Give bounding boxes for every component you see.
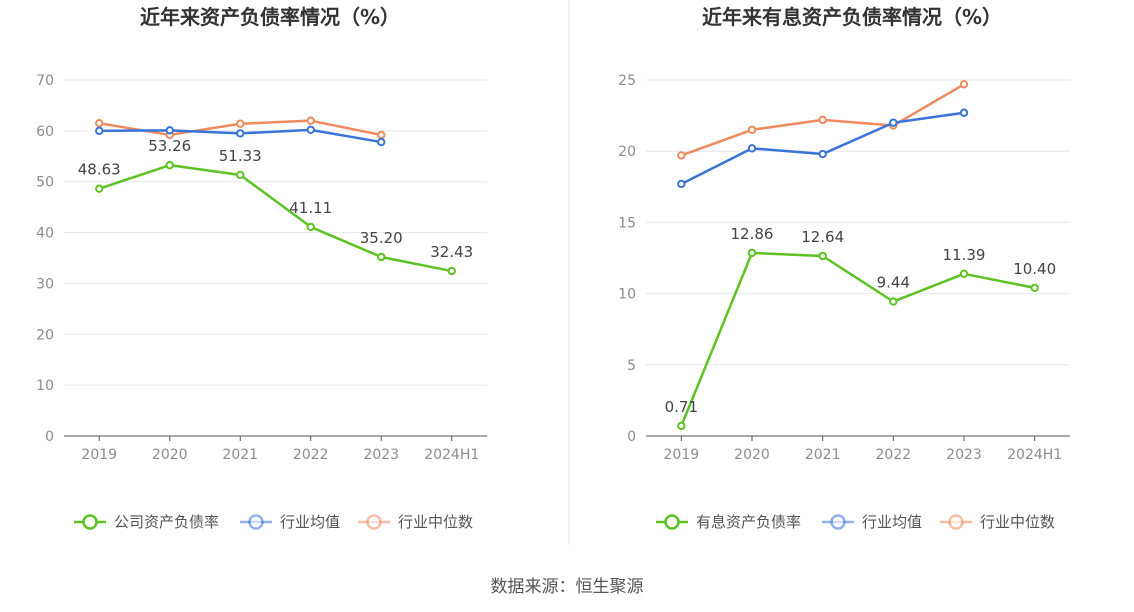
data-point-median [377, 130, 386, 140]
data-label: 10.40 [1013, 260, 1056, 278]
data-point-company [959, 269, 969, 279]
data-point-company [889, 297, 898, 306]
data-point-company [1030, 283, 1039, 293]
data-point-median [95, 119, 104, 128]
data-label: 12.86 [731, 225, 774, 243]
x-tick-label: 2020 [152, 447, 188, 463]
x-tick-label: 2022 [876, 447, 912, 463]
data-label: 35.20 [360, 229, 403, 247]
y-tick-label: 10 [36, 378, 54, 394]
data-point-avg [236, 129, 245, 138]
y-tick-label: 40 [36, 226, 54, 242]
data-point-company [306, 222, 315, 232]
data-label: 0.71 [665, 398, 698, 416]
x-tick-label: 2024H1 [424, 447, 479, 463]
data-point-avg [889, 118, 898, 127]
data-point-median [818, 115, 827, 125]
series-line-company [680, 251, 1035, 427]
data-point-median [959, 80, 969, 89]
legend-label-company: 公司资产负债率 [114, 513, 219, 531]
y-tick-label: 70 [36, 73, 54, 89]
data-label: 41.11 [289, 199, 332, 217]
y-tick-label: 15 [618, 215, 636, 231]
x-tick-label: 2020 [734, 447, 770, 463]
data-point-company [95, 184, 104, 193]
x-tick-label: 2023 [946, 447, 982, 463]
series-line-company [98, 163, 452, 273]
y-tick-label: 25 [618, 73, 636, 89]
data-point-company [747, 248, 757, 258]
legend-label-median: 行业中位数 [980, 513, 1055, 531]
y-tick-label: 60 [36, 124, 54, 140]
data-label: 53.26 [148, 137, 191, 155]
legend-marker-median [366, 514, 382, 530]
y-tick-label: 0 [45, 429, 54, 445]
data-label: 48.63 [78, 161, 121, 179]
legend-label-avg: 行业均值 [862, 513, 922, 531]
legend-label-avg: 行业均值 [280, 513, 340, 531]
debt-ratio-chart: 近年来资产负债率情况（%） 0 10 20 30 40 50 60 70 2019 2020 2021… [36, 5, 487, 531]
x-tick-label: 2019 [81, 447, 117, 463]
y-tick-label: 0 [627, 429, 636, 445]
x-tick-label: 2024H1 [1007, 447, 1062, 463]
data-point-avg [818, 149, 827, 159]
chart-title: 近年来资产负债率情况（%） [140, 5, 400, 29]
legend-marker-company [664, 514, 680, 530]
data-point-avg [959, 108, 969, 117]
data-source: 数据来源：恒生聚源 [491, 577, 644, 597]
legend-label-median: 行业中位数 [398, 513, 473, 531]
legend-marker-avg [248, 514, 264, 530]
data-point-avg [377, 137, 386, 147]
data-point-company [236, 170, 245, 180]
data-point-company [818, 251, 827, 261]
data-label: 9.44 [877, 274, 910, 292]
legend-marker-avg [830, 514, 846, 530]
y-tick-label: 5 [627, 358, 636, 374]
legend-label-company: 有息资产负债率 [696, 513, 801, 531]
data-point-avg [677, 179, 686, 189]
data-point-median [236, 119, 245, 128]
data-label: 51.33 [219, 147, 262, 165]
x-tick-label: 2021 [805, 447, 841, 463]
data-point-avg [95, 126, 104, 136]
interest-bearing-debt-ratio-chart: 近年来有息资产负债率情况（%） 0 5 10 15 20 25 2019 2020 2021 202… [618, 5, 1070, 531]
data-point-median [747, 125, 757, 135]
data-point-company [377, 252, 386, 262]
y-tick-label: 20 [618, 144, 636, 160]
legend-marker-company [82, 514, 98, 530]
chart-title: 近年来有息资产负债率情况（%） [702, 5, 1002, 29]
y-tick-label: 50 [36, 175, 54, 191]
data-point-company [447, 266, 456, 276]
data-point-avg [306, 125, 315, 135]
data-point-avg [165, 126, 174, 135]
data-point-avg [747, 144, 757, 153]
data-point-company [165, 160, 174, 170]
y-tick-label: 10 [618, 287, 636, 303]
legend-marker-median [948, 514, 964, 530]
x-tick-label: 2023 [363, 447, 399, 463]
x-tick-label: 2019 [664, 447, 700, 463]
data-label: 32.43 [430, 243, 473, 261]
data-label: 12.64 [801, 228, 844, 246]
x-tick-label: 2021 [222, 447, 258, 463]
y-tick-label: 30 [36, 276, 54, 292]
x-tick-label: 2022 [293, 447, 329, 463]
data-label: 11.39 [943, 246, 986, 264]
data-point-company [677, 421, 686, 431]
data-point-median [306, 116, 315, 125]
data-point-median [677, 151, 686, 160]
y-tick-label: 20 [36, 327, 54, 343]
